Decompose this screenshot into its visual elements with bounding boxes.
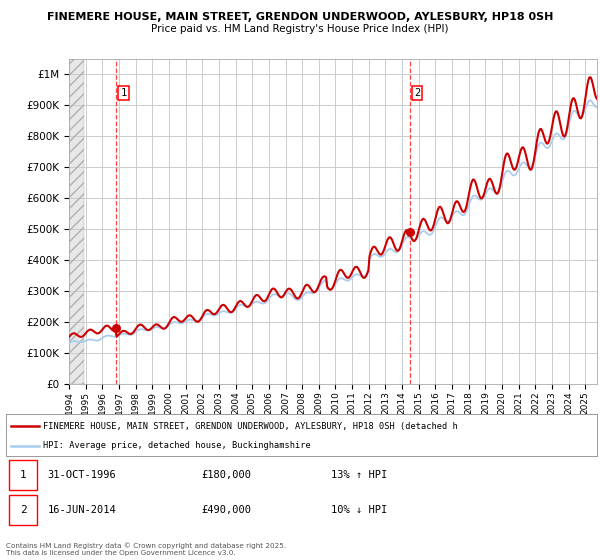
Text: 2: 2 xyxy=(20,505,26,515)
Text: £180,000: £180,000 xyxy=(201,470,251,480)
Text: FINEMERE HOUSE, MAIN STREET, GRENDON UNDERWOOD, AYLESBURY, HP18 0SH: FINEMERE HOUSE, MAIN STREET, GRENDON UND… xyxy=(47,12,553,22)
FancyBboxPatch shape xyxy=(9,495,37,525)
Text: 16-JUN-2014: 16-JUN-2014 xyxy=(47,505,116,515)
Point xyxy=(405,227,415,236)
Text: 13% ↑ HPI: 13% ↑ HPI xyxy=(331,470,388,480)
FancyBboxPatch shape xyxy=(9,460,37,490)
Text: 31-OCT-1996: 31-OCT-1996 xyxy=(47,470,116,480)
Text: Price paid vs. HM Land Registry's House Price Index (HPI): Price paid vs. HM Land Registry's House … xyxy=(151,24,449,34)
Text: 10% ↓ HPI: 10% ↓ HPI xyxy=(331,505,388,515)
Point xyxy=(112,324,121,333)
Text: 1: 1 xyxy=(20,470,26,480)
Text: Contains HM Land Registry data © Crown copyright and database right 2025.
This d: Contains HM Land Registry data © Crown c… xyxy=(6,542,286,556)
Text: HPI: Average price, detached house, Buckinghamshire: HPI: Average price, detached house, Buck… xyxy=(43,441,310,450)
Text: FINEMERE HOUSE, MAIN STREET, GRENDON UNDERWOOD, AYLESBURY, HP18 0SH (detached h: FINEMERE HOUSE, MAIN STREET, GRENDON UND… xyxy=(43,422,457,431)
Text: £490,000: £490,000 xyxy=(201,505,251,515)
Text: 2: 2 xyxy=(414,88,420,98)
Text: 1: 1 xyxy=(121,88,127,98)
